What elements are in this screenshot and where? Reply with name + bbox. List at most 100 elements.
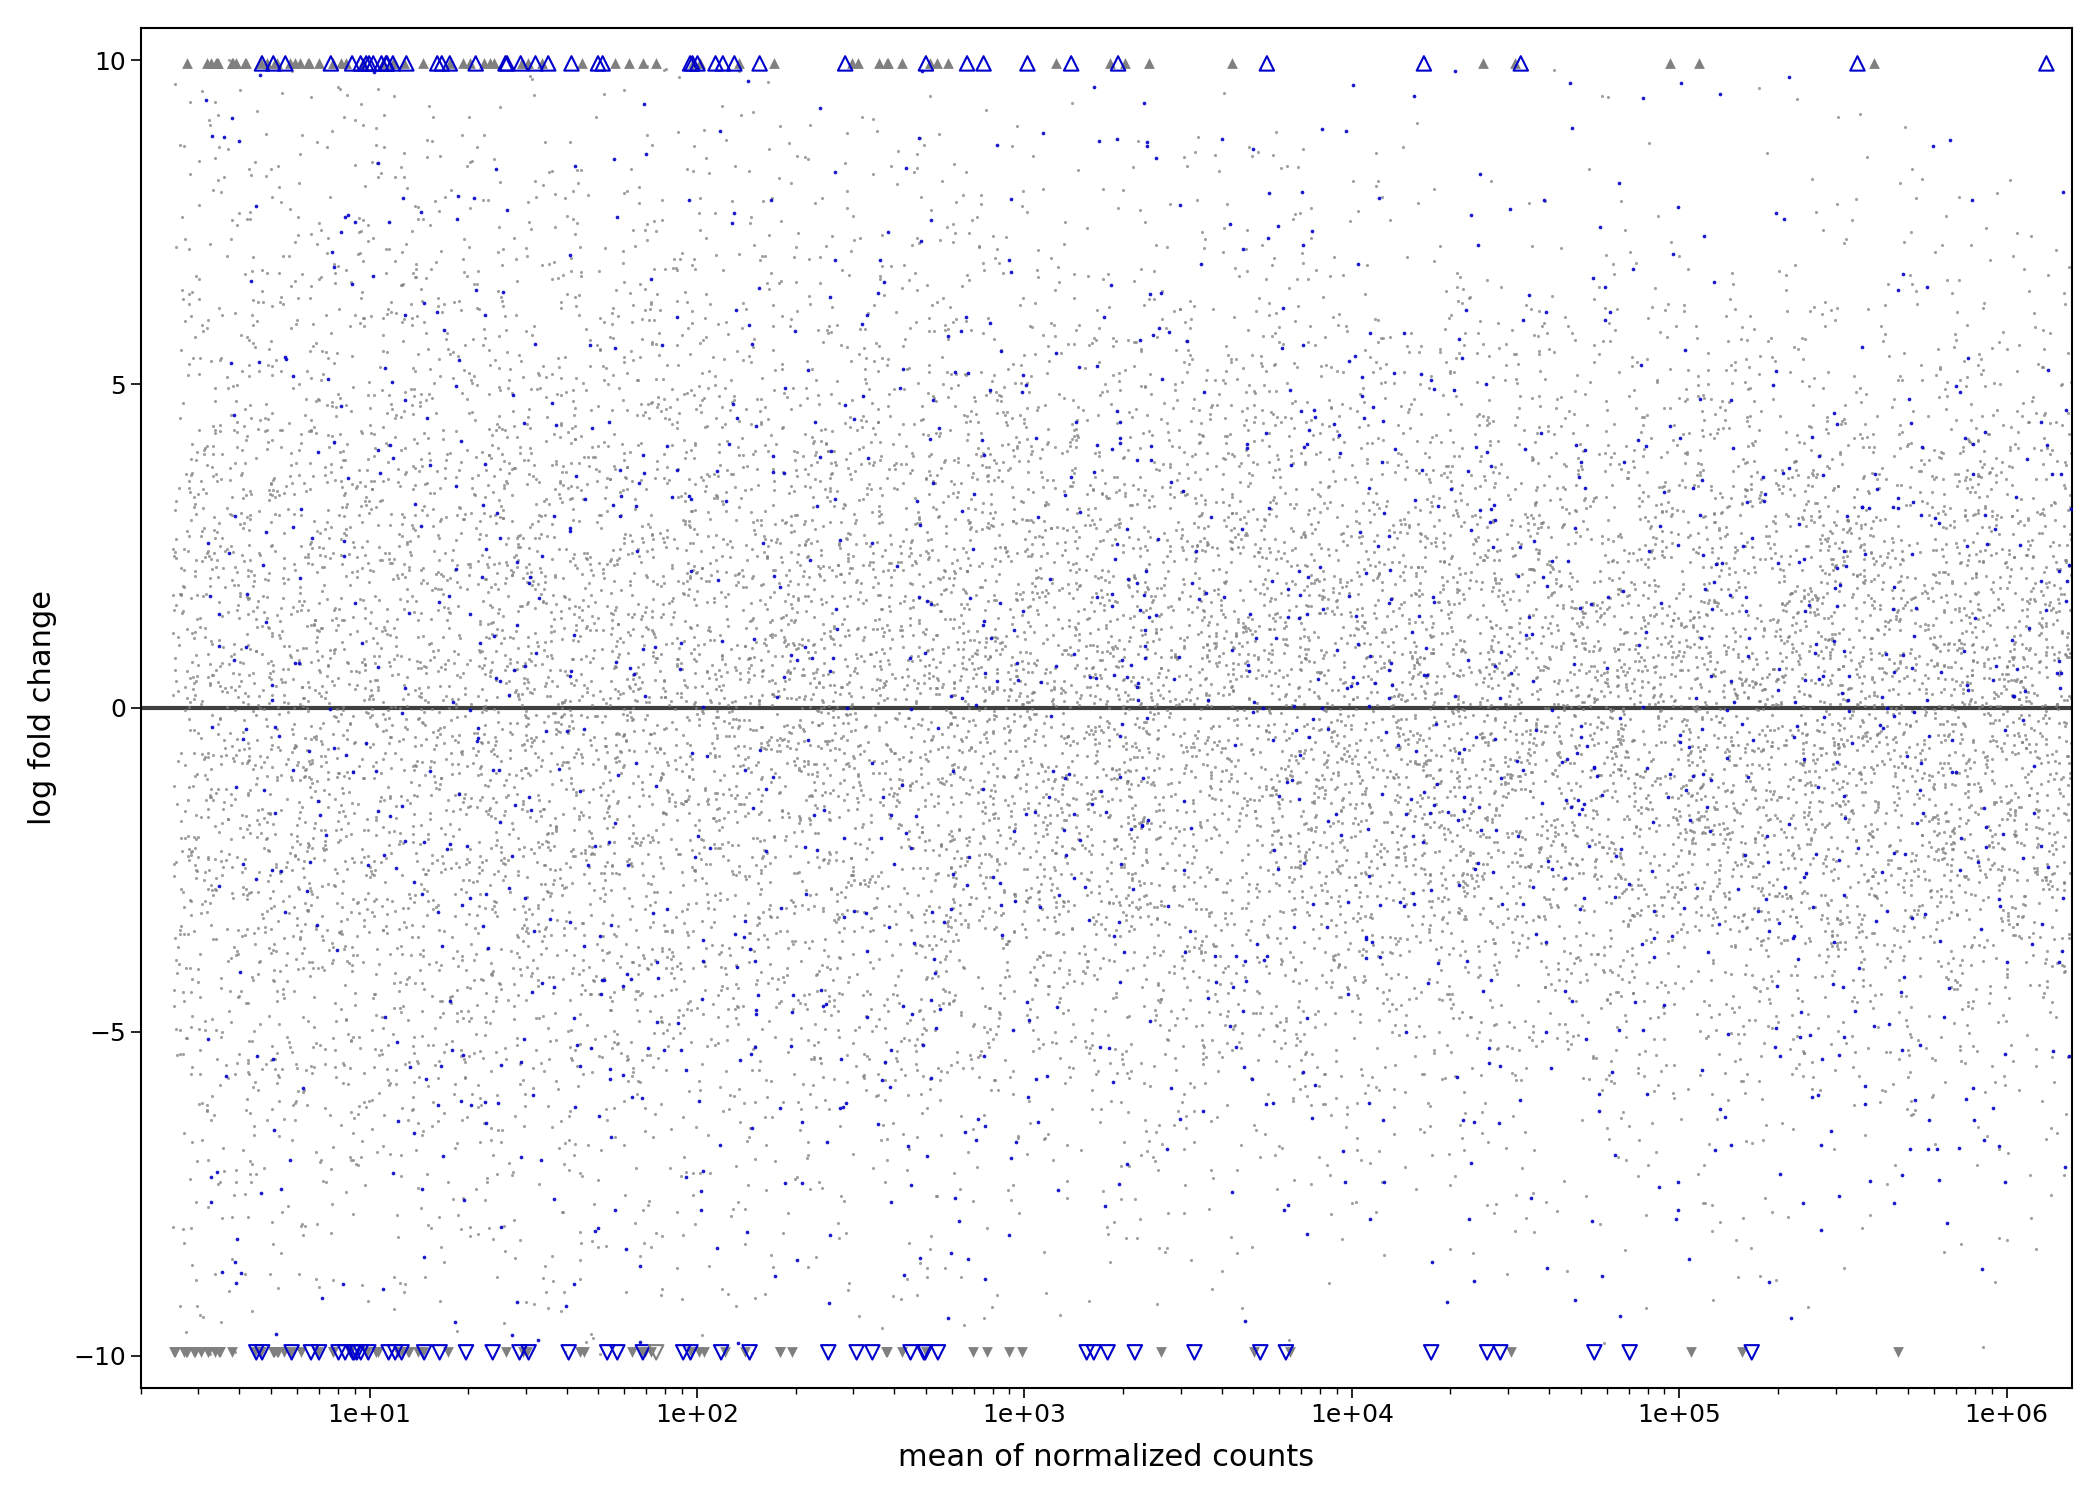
Point: [1432, 552, 1466, 576]
Point: [1846, 531, 1880, 555]
Point: [1783, 1026, 1816, 1050]
Point: [1846, 756, 1880, 780]
Point: [746, 960, 779, 984]
Point: [1243, 855, 1277, 879]
Point: [2054, 640, 2087, 664]
Point: [1774, 640, 1808, 664]
Point: [1571, 831, 1604, 855]
Point: [2033, 590, 2066, 613]
Point: [428, 1250, 462, 1274]
Point: [1657, 608, 1691, 631]
Point: [1663, 472, 1697, 496]
Point: [290, 478, 323, 502]
Point: [462, 260, 496, 284]
Point: [1940, 300, 1974, 324]
Point: [1075, 786, 1109, 810]
Point: [1541, 957, 1575, 981]
Point: [1796, 426, 1829, 450]
Point: [1166, 567, 1199, 591]
Point: [454, 849, 487, 873]
Point: [800, 844, 834, 868]
Point: [909, 964, 943, 988]
Point: [1905, 489, 1938, 513]
Point: [2010, 680, 2043, 703]
Point: [1596, 1071, 1630, 1095]
Point: [1695, 706, 1728, 730]
Point: [741, 692, 775, 715]
Point: [1056, 458, 1090, 482]
Point: [309, 834, 342, 858]
Point: [374, 726, 407, 750]
Point: [1890, 1098, 1924, 1122]
Point: [172, 844, 206, 868]
Point: [1220, 622, 1254, 646]
Point: [1739, 830, 1772, 854]
Point: [445, 450, 479, 474]
Point: [246, 678, 279, 702]
Point: [1415, 610, 1449, 634]
Point: [1697, 879, 1730, 903]
Point: [336, 886, 370, 910]
Point: [1504, 819, 1537, 843]
Point: [1562, 525, 1596, 549]
Point: [993, 684, 1027, 708]
Point: [2006, 404, 2039, 427]
Point: [710, 310, 743, 334]
Point: [178, 858, 212, 882]
Point: [1516, 603, 1550, 627]
Point: [1476, 859, 1510, 883]
Point: [319, 1038, 353, 1062]
Point: [998, 790, 1031, 814]
Point: [1688, 732, 1722, 756]
Point: [176, 1131, 210, 1155]
Point: [1688, 504, 1722, 528]
Point: [1447, 690, 1480, 714]
Point: [1856, 664, 1890, 688]
Point: [890, 674, 924, 698]
Point: [544, 705, 578, 729]
Point: [1716, 638, 1749, 662]
Point: [1716, 602, 1749, 625]
Point: [246, 290, 279, 314]
Point: [750, 272, 783, 296]
Point: [195, 1007, 229, 1031]
Point: [552, 1019, 586, 1042]
Point: [1296, 916, 1329, 940]
Point: [1732, 304, 1766, 328]
Point: [1071, 482, 1105, 506]
Point: [342, 458, 376, 482]
Point: [1147, 687, 1180, 711]
Point: [1564, 894, 1598, 918]
Point: [1138, 232, 1172, 256]
Point: [754, 1242, 788, 1266]
Point: [223, 201, 256, 225]
Point: [956, 488, 989, 512]
Point: [510, 448, 544, 472]
Point: [1409, 686, 1443, 709]
Point: [195, 433, 229, 457]
Point: [1415, 693, 1449, 717]
Point: [1861, 616, 1894, 640]
Point: [2048, 688, 2081, 712]
Point: [903, 648, 937, 672]
Point: [1609, 878, 1642, 902]
Point: [1128, 580, 1161, 604]
Point: [1882, 609, 1915, 633]
Point: [552, 243, 586, 267]
Point: [525, 928, 559, 952]
Point: [1302, 784, 1336, 808]
Point: [752, 136, 785, 160]
Point: [1768, 734, 1802, 758]
Point: [888, 714, 922, 738]
Point: [886, 357, 920, 381]
Point: [804, 538, 838, 562]
Point: [183, 1092, 216, 1116]
Point: [447, 357, 481, 381]
Point: [1972, 531, 2006, 555]
Point: [720, 994, 754, 1018]
Point: [1762, 570, 1796, 594]
Point: [462, 464, 496, 488]
Point: [1262, 315, 1296, 339]
Point: [1480, 1036, 1514, 1060]
Point: [1191, 530, 1224, 554]
